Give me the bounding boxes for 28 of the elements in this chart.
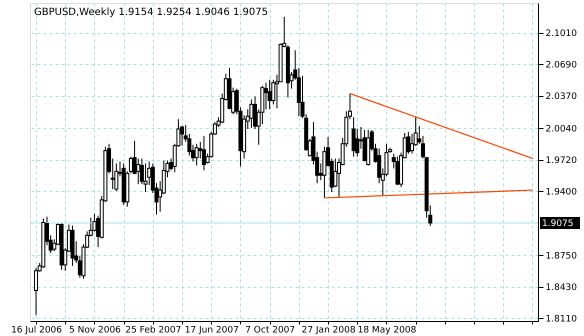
- candlestick: [136, 158, 140, 185]
- candlestick: [352, 116, 356, 158]
- y-tick-label: 1.8750: [546, 252, 578, 262]
- chart-title: GBPUSD,Weekly 1.9154 1.9254 1.9046 1.9075: [34, 7, 268, 18]
- x-tick-label: 16 Jul 2006: [11, 326, 62, 336]
- y-tick-label: 2.1010: [546, 29, 578, 40]
- candlestick: [194, 143, 199, 166]
- candlestick: [114, 162, 118, 192]
- x-tick-label: 25 Feb 2007: [125, 326, 182, 336]
- candlestick: [202, 135, 206, 171]
- candlestick: [406, 131, 410, 154]
- ref-line-label: 1.9075: [542, 219, 574, 230]
- x-tick-label: 18 May 2008: [358, 326, 417, 336]
- y-tick-label: 1.9400: [546, 188, 578, 198]
- candlestick: [34, 267, 38, 316]
- y-tick-label: 2.0690: [546, 60, 578, 71]
- y-tick-label: 2.0040: [546, 124, 578, 135]
- candlestick: [144, 162, 148, 193]
- x-tick-label: 17 Jun 2007: [184, 326, 239, 336]
- x-tick-label: 5 Nov 2006: [68, 326, 122, 336]
- candlestick: [264, 82, 268, 110]
- x-tick-label: 7 Oct 2007: [245, 326, 296, 336]
- candlestick: [268, 79, 272, 110]
- y-tick-label: 1.8110: [546, 314, 578, 325]
- y-tick-label: 2.0370: [546, 92, 578, 102]
- y-tick-label: 1.9720: [546, 156, 578, 166]
- x-tick-label: 27 Jan 2008: [302, 326, 356, 336]
- y-tick-label: 1.8430: [546, 283, 578, 294]
